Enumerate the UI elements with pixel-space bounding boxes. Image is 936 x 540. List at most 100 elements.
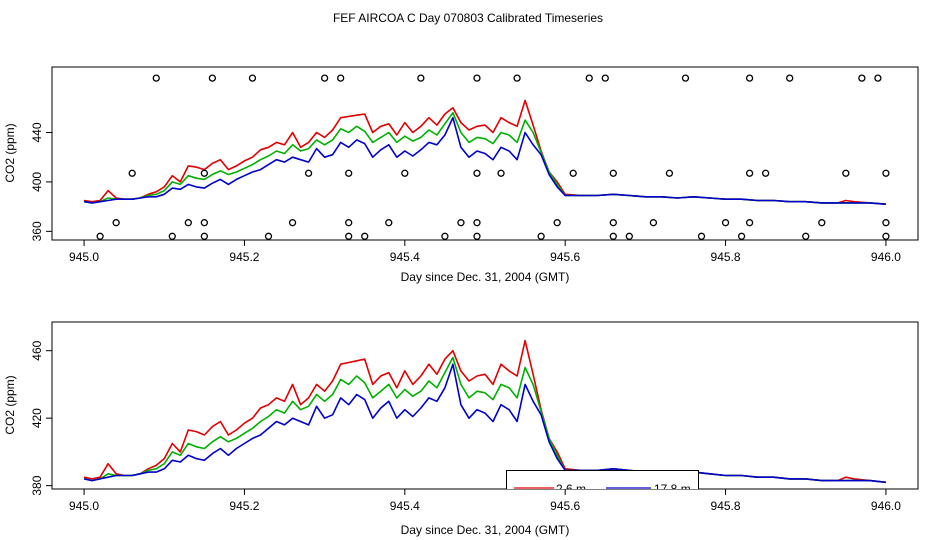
calibration-marker-45	[168, 232, 176, 240]
calibration-marker-14	[874, 74, 882, 82]
calibration-marker-56	[737, 232, 746, 240]
calibration-marker-52	[537, 232, 545, 240]
calibration-marker-58	[882, 232, 890, 240]
calibration-marker-9	[601, 74, 609, 82]
calibration-marker-6	[473, 74, 481, 82]
bottom-xtick-label-0: 945.0	[69, 499, 99, 513]
legend: 2.6 m 17.8 m	[506, 470, 699, 496]
calibration-marker-13	[858, 74, 866, 82]
bottom-xtick-label-3: 945.6	[550, 499, 580, 513]
calibration-marker-22	[569, 169, 577, 177]
top-xtick-label-3: 945.6	[550, 250, 580, 264]
y-axis-bottom: 380 420 460	[30, 340, 52, 496]
calibration-marker-37	[553, 219, 561, 227]
calibration-marker-30	[184, 219, 192, 227]
calibration-marker-18	[345, 169, 353, 177]
calibration-marker-15	[128, 169, 136, 177]
top-series-line-1	[83, 111, 886, 205]
calibration-marker-28	[882, 169, 890, 177]
figure-title: FEF AIRCOA C Day 070803 Calibrated Times…	[333, 11, 603, 25]
calibration-marker-24	[665, 169, 674, 177]
series-lines-bottom	[83, 339, 886, 484]
panel-bottom: 945.0 945.2 945.4 945.6 945.8 946.0 380 420 460…	[3, 321, 919, 537]
calibration-marker-0	[152, 74, 160, 82]
plot-frame-top	[51, 66, 919, 241]
calibration-marker-43	[882, 219, 890, 227]
calibration-marker-48	[345, 232, 353, 240]
top-xtick-label-5: 946.0	[871, 250, 901, 264]
calibration-marker-7	[513, 74, 521, 82]
calibration-marker-39	[649, 219, 658, 227]
top-ytick-label-0: 360	[30, 221, 44, 241]
calibration-marker-31	[200, 219, 209, 227]
bottom-xtick-label-5: 946.0	[871, 499, 901, 513]
calibration-marker-44	[96, 232, 104, 240]
calibration-marker-41	[745, 219, 754, 227]
calibration-marker-27	[842, 169, 850, 177]
legend-label-2-6m: 2.6 m	[556, 482, 586, 496]
top-ytick-label-2: 440	[30, 122, 44, 142]
calibration-marker-38	[609, 219, 617, 227]
calibration-marker-50	[441, 232, 449, 240]
y-axis-top: 360 400 440	[30, 122, 52, 241]
calibration-marker-32	[288, 219, 297, 227]
calibration-marker-8	[585, 74, 593, 82]
top-xtick-label-1: 945.2	[229, 250, 259, 264]
top-ytick-label-1: 400	[30, 172, 44, 192]
x-axis-label-bottom: Day since Dec. 31, 2004 (GMT)	[401, 523, 570, 537]
calibration-marker-57	[802, 232, 810, 240]
calibration-marker-36	[473, 219, 481, 227]
calibration-marker-4	[337, 74, 345, 82]
calibration-marker-5	[417, 74, 425, 82]
top-xtick-label-0: 945.0	[69, 250, 99, 264]
bottom-series-line-2	[83, 363, 886, 484]
top-series-line-2	[83, 116, 886, 205]
y-axis-label-bottom: CO2 (ppm)	[3, 375, 17, 434]
calibration-marker-12	[786, 74, 794, 82]
bottom-xtick-label-2: 945.4	[390, 499, 420, 513]
calibration-marker-19	[401, 169, 409, 177]
calibration-marker-1	[208, 74, 217, 82]
calibration-marker-40	[721, 219, 730, 227]
bottom-ytick-label-2: 460	[30, 340, 44, 360]
calibration-marker-54	[625, 232, 633, 240]
calibration-marker-55	[697, 232, 706, 240]
calibration-marker-33	[345, 219, 353, 227]
legend-box	[506, 470, 699, 489]
calibration-marker-47	[264, 232, 273, 240]
plot-frame-bottom	[51, 321, 919, 490]
bottom-ytick-label-0: 380	[30, 475, 44, 495]
bottom-series-line-1	[83, 356, 886, 484]
calibration-marker-3	[320, 74, 329, 82]
calibration-marker-51	[473, 232, 481, 240]
calibration-marker-46	[200, 232, 209, 240]
calibration-marker-34	[385, 219, 393, 227]
bottom-ytick-label-1: 420	[30, 408, 44, 428]
calibration-marker-11	[745, 74, 754, 82]
x-axis-label-top: Day since Dec. 31, 2004 (GMT)	[401, 270, 570, 284]
calibration-marker-23	[609, 169, 617, 177]
calibration-marker-21	[497, 169, 505, 177]
marker-group-top	[96, 74, 890, 240]
calibration-marker-35	[457, 219, 465, 227]
x-axis-top: 945.0 945.2 945.4 945.6 945.8 946.0	[69, 240, 901, 264]
calibration-marker-16	[200, 169, 209, 177]
y-axis-label-top: CO2 (ppm)	[3, 123, 17, 182]
calibration-marker-49	[361, 232, 369, 240]
top-xtick-label-4: 945.8	[711, 250, 741, 264]
calibration-marker-2	[248, 74, 257, 82]
calibration-marker-25	[745, 169, 754, 177]
x-axis-bottom: 945.0 945.2 945.4 945.6 945.8 946.0	[69, 489, 901, 513]
calibration-marker-20	[473, 169, 481, 177]
top-xtick-label-2: 945.4	[390, 250, 420, 264]
bottom-xtick-label-1: 945.2	[229, 499, 259, 513]
calibration-marker-17	[304, 169, 313, 177]
calibration-marker-42	[818, 219, 826, 227]
calibration-marker-10	[681, 74, 690, 82]
calibration-marker-29	[112, 219, 120, 227]
panel-top: 945.0 945.2 945.4 945.6 945.8 946.0 360 400 440…	[3, 66, 919, 284]
calibration-marker-53	[609, 232, 617, 240]
bottom-xtick-label-4: 945.8	[711, 499, 741, 513]
calibration-marker-26	[761, 169, 770, 177]
